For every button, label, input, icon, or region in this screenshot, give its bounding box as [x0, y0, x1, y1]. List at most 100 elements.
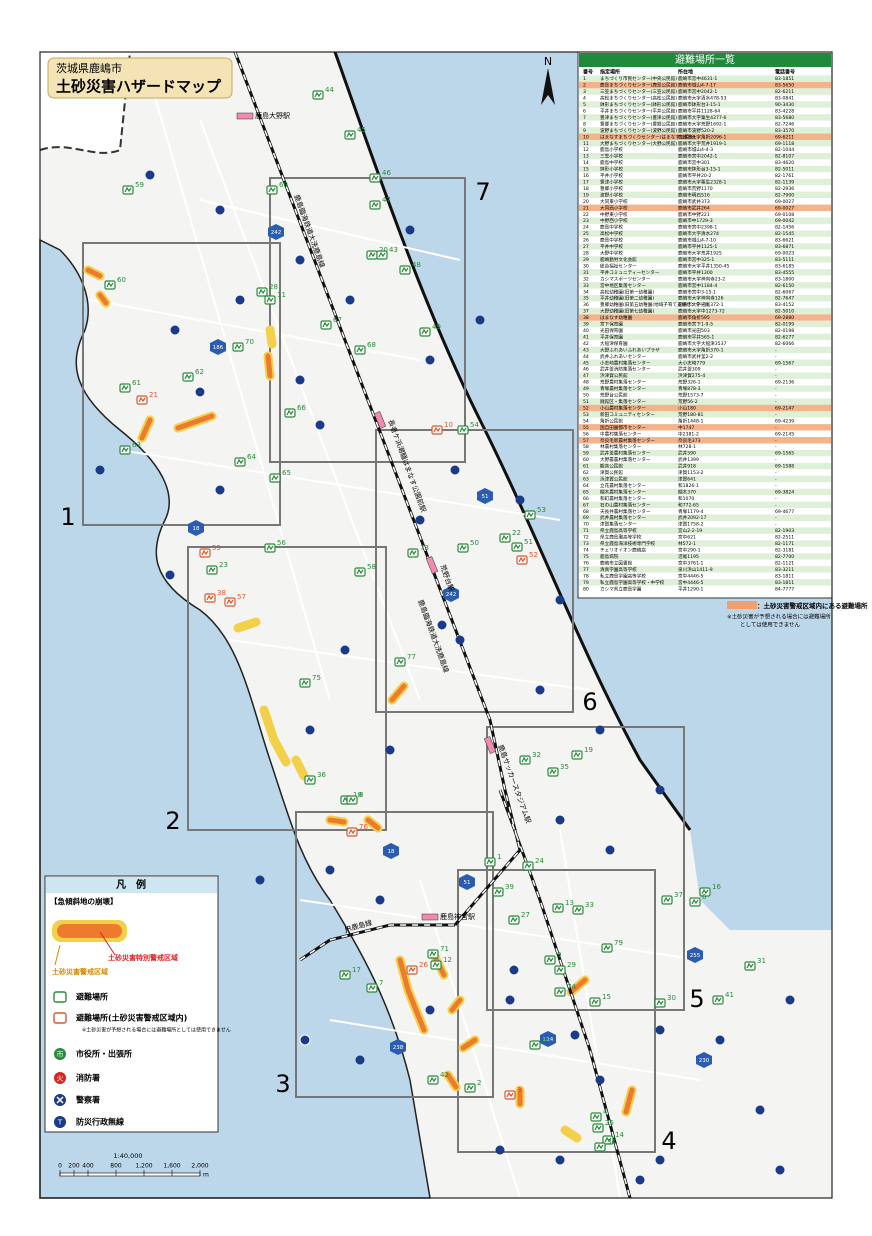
shelter-figure	[524, 862, 532, 869]
table-cell: 16	[583, 173, 589, 179]
table-cell: 41	[583, 334, 589, 340]
radio-icon	[655, 785, 665, 795]
table-cell: 75	[583, 554, 589, 560]
radio-icon	[215, 205, 225, 215]
table-cell: 鹿嶋勤労文化会館	[600, 256, 637, 263]
shelter-number: 45	[357, 126, 366, 134]
table-row	[579, 449, 831, 457]
radio-icon	[715, 1035, 725, 1045]
table-row	[579, 75, 831, 82]
shelter-figure	[506, 1091, 514, 1098]
table-row	[579, 385, 831, 392]
table-cell: 鹿嶋市宮中325-1	[678, 256, 714, 263]
table-cell: 83-6185	[775, 263, 794, 269]
radio-icon	[455, 635, 465, 645]
radio-icon	[385, 745, 395, 755]
shelter-number: 56	[277, 539, 286, 547]
scale-bar	[59, 1172, 201, 1177]
table-row	[579, 275, 831, 283]
table-cell: 荒野56-2	[678, 398, 698, 405]
shelter-number: 20	[379, 246, 388, 254]
route-number: 18	[193, 526, 200, 532]
table-cell: 3	[583, 89, 586, 95]
shelter-number: 38	[217, 589, 226, 597]
table-row	[579, 114, 831, 121]
table-cell: 荒野180-81	[678, 411, 704, 418]
shelter-figure	[592, 1113, 600, 1120]
shelter-number: 30	[667, 994, 676, 1002]
table-cell: 宮山2-2-19	[678, 527, 702, 534]
table-cell: 11	[583, 141, 589, 147]
table-cell: 豊郷まちづくりセンター(豊郷公民館)	[600, 120, 677, 127]
table-cell: 鹿嶋市平井1128-64	[678, 107, 720, 114]
table-cell: 鹿嶋市宮中2042-1	[678, 88, 717, 95]
table-cell: 10	[583, 134, 589, 140]
table-row	[579, 417, 831, 425]
table-cell: 82-6277	[775, 334, 794, 340]
table-cell: 62	[583, 470, 589, 476]
table-cell: 棚木農村集落センター	[600, 488, 646, 495]
table-cell: 鹿嶋市宮下1-9-5	[678, 321, 713, 328]
shelter-figure	[591, 998, 599, 1005]
table-cell: 69-3824	[775, 489, 794, 495]
route-number: 242	[271, 230, 282, 236]
shelter-number: 55	[212, 544, 221, 552]
table-row	[579, 508, 831, 515]
city-boundary	[39, 51, 131, 154]
table-cell: 豊郷幼稚園(旧第五幼稚園(地域子育て支援センター))	[600, 301, 708, 308]
radio-icon	[495, 1145, 505, 1155]
table-cell: 観音公民館	[600, 463, 623, 470]
shelter-figure	[396, 658, 404, 665]
table-cell: 58	[583, 444, 589, 450]
table-cell: 82-1171	[775, 541, 794, 547]
table-cell: 69-1567	[775, 360, 794, 366]
shelter-number: 64	[247, 453, 256, 461]
shelter-number: 32	[532, 751, 541, 759]
table-cell: 61	[583, 464, 589, 470]
shelter-number: 70	[245, 338, 254, 346]
table-cell: 38	[583, 315, 589, 321]
table-cell: 6	[583, 108, 586, 114]
table-cell: 4	[583, 96, 586, 102]
table-row	[579, 359, 831, 367]
table-cell: 鹿嶋市中野221	[678, 211, 710, 218]
shelter-figure	[663, 896, 671, 903]
radio-icon	[775, 1165, 785, 1175]
table-cell: 鹿嶋市宮中3-15-1	[678, 288, 716, 295]
shelter-number: 47	[382, 196, 391, 204]
scale-label: 1,600	[163, 1163, 180, 1170]
table-cell: 青塚878-3	[678, 385, 701, 392]
table-cell: 鹿嶋市大字清水478-53	[678, 95, 727, 102]
table-row	[579, 81, 831, 89]
table-cell: 宮中3761-1	[678, 559, 704, 566]
shelter-number: 43	[389, 246, 398, 254]
shelter-figure	[378, 251, 386, 258]
shelter-number: 8	[359, 791, 363, 799]
table-cell: 角折公民館	[600, 417, 623, 424]
shelter-figure	[266, 544, 274, 551]
legend-title: 凡 例	[116, 878, 146, 891]
table-cell: 7	[583, 115, 586, 121]
scale-ratio: 1:40,000	[113, 1152, 142, 1160]
table-cell: 鹿島病院	[600, 553, 619, 560]
table-row	[579, 256, 831, 263]
radio-icon	[165, 570, 175, 580]
table-row	[579, 211, 831, 218]
legend-label: 土砂災害警戒区域	[52, 967, 108, 976]
table-row	[579, 475, 831, 483]
table-cell: 79	[583, 580, 589, 586]
shelter-figure	[421, 328, 429, 335]
table-cell: 平井小学校	[600, 172, 623, 179]
table-cell: 82-0198	[775, 328, 794, 334]
table-row	[579, 366, 831, 373]
table-cell: 泉川浜山1411-9	[678, 566, 713, 573]
table-cell: 鹿嶋市宮中1184-4	[678, 282, 717, 289]
table-cell: 50	[583, 393, 589, 399]
route-number: 242	[446, 592, 457, 598]
radio-icon	[655, 1025, 665, 1035]
radio-icon	[145, 170, 155, 180]
shelter-figure	[656, 999, 664, 1006]
shelter-figure	[268, 186, 276, 193]
table-cell: 69-2145	[775, 431, 794, 437]
